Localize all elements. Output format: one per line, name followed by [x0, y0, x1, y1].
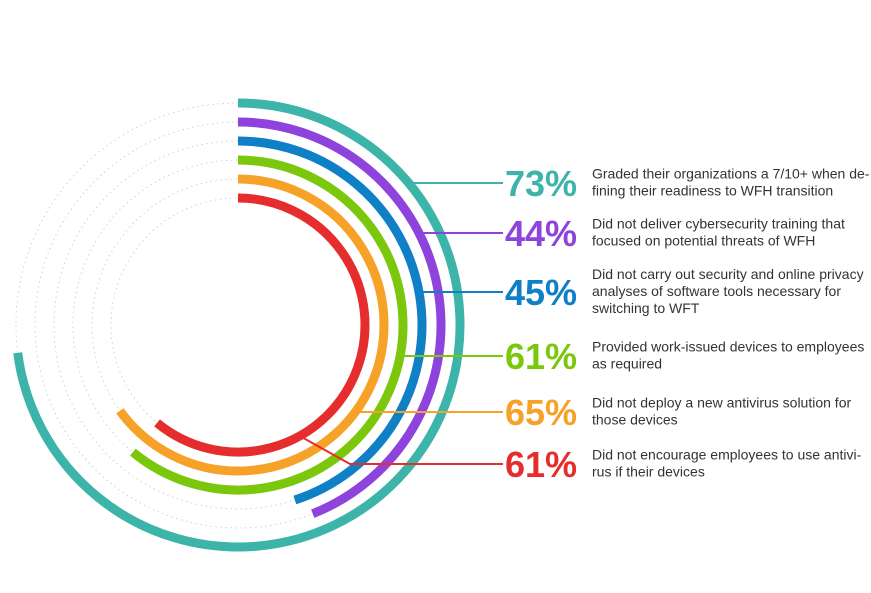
description-line-1-2: fining their readiness to WFH transition: [592, 183, 833, 199]
percent-label-5: 65%: [505, 392, 577, 433]
percent-label-4: 61%: [505, 336, 577, 377]
description-line-5-1: Did not deploy a new antivirus solution …: [592, 395, 851, 411]
description-line-4-1: Provided work-issued devices to employee…: [592, 339, 864, 355]
arc-bar-6: [154, 193, 370, 457]
description-line-3-3: switching to WFT: [592, 300, 700, 316]
description-line-5-2: those devices: [592, 412, 678, 428]
percent-label-6: 61%: [505, 444, 577, 485]
leader-line-6: [297, 434, 503, 465]
description-line-2-1: Did not deliver cybersecurity training t…: [592, 216, 845, 232]
percent-label-1: 73%: [505, 163, 577, 204]
description-line-6-1: Did not encourage employees to use antiv…: [592, 447, 862, 463]
percent-label-3: 45%: [505, 272, 577, 313]
arc-bar-4: [129, 155, 408, 495]
description-line-2-2: focused on potential threats of WFH: [592, 233, 815, 249]
arc-bar-3: [237, 136, 427, 505]
arc-bar-2: [237, 117, 446, 518]
description-line-1-1: Graded their organizations a 7/10+ when …: [592, 166, 870, 182]
arc-bar-5: [116, 174, 389, 476]
description-line-6-2: rus if their devices: [592, 464, 705, 480]
description-line-3-2: analyses of software tools necessary for: [592, 283, 841, 299]
percent-label-2: 44%: [505, 213, 577, 254]
description-line-3-1: Did not carry out security and online pr…: [592, 266, 864, 282]
arc-bar-1: [13, 98, 465, 552]
description-line-4-2: as required: [592, 356, 662, 372]
